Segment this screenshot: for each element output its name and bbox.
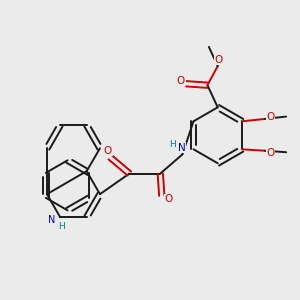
Text: H: H	[169, 140, 176, 149]
Text: O: O	[177, 76, 185, 86]
Text: O: O	[267, 148, 275, 158]
Text: O: O	[104, 146, 112, 156]
Text: O: O	[164, 194, 172, 204]
Text: N: N	[178, 143, 186, 153]
Text: O: O	[267, 112, 275, 122]
Text: O: O	[214, 55, 222, 64]
Text: H: H	[58, 222, 65, 231]
Text: N: N	[48, 214, 56, 225]
